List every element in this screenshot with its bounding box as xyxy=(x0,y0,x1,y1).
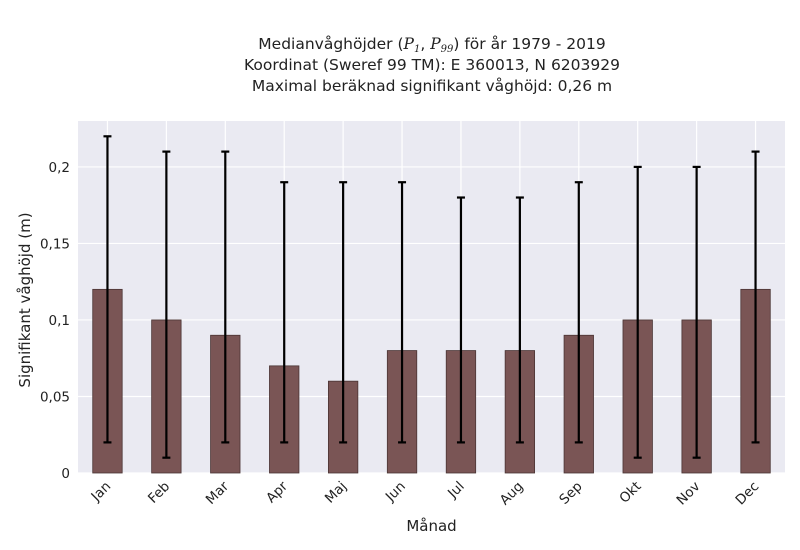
x-tick-label-jun: Jun xyxy=(382,479,409,506)
x-tick-label-aug: Aug xyxy=(497,479,527,509)
x-axis-ticks: Jan Feb Mar Apr Maj Jun Jul Aug Sep Okt Nov Dec xyxy=(88,478,763,508)
x-axis-label: Månad xyxy=(406,517,456,535)
y-tick-label: 0,2 xyxy=(49,160,70,176)
y-tick-label: 0,1 xyxy=(49,313,70,329)
x-tick-label-jul: Jul xyxy=(444,479,468,503)
x-tick-label-apr: Apr xyxy=(263,478,291,506)
y-axis-ticks: 0 0,05 0,1 0,15 0,2 xyxy=(40,160,70,482)
x-tick-label-dec: Dec xyxy=(733,479,763,509)
x-tick-label-mar: Mar xyxy=(203,478,233,508)
x-tick-label-maj: Maj xyxy=(322,479,350,507)
x-tick-label-jan: Jan xyxy=(88,479,115,506)
y-tick-label: 0 xyxy=(61,466,70,482)
y-tick-label: 0,15 xyxy=(40,236,70,252)
y-tick-label: 0,05 xyxy=(40,389,70,405)
title-line-2: Koordinat (Sweref 99 TM): E 360013, N 62… xyxy=(244,56,620,74)
title-line-1: Medianvåghöjder (P1, P99) för år 1979 - … xyxy=(258,35,606,55)
plot-area xyxy=(78,121,785,473)
y-axis-label: Signifikant våghöjd (m) xyxy=(16,212,34,387)
x-tick-label-nov: Nov xyxy=(674,479,704,509)
x-tick-label-okt: Okt xyxy=(616,479,644,507)
title-p1: P1 xyxy=(403,35,421,55)
title-p99: P99 xyxy=(430,35,454,55)
chart-title: Medianvåghöjder (P1, P99) för år 1979 - … xyxy=(0,34,800,97)
x-tick-label-feb: Feb xyxy=(145,479,173,507)
title-line-3: Maximal beräknad signifikant våghöjd: 0,… xyxy=(251,77,613,95)
error-bars xyxy=(103,135,760,459)
x-tick-label-sep: Sep xyxy=(556,479,585,508)
